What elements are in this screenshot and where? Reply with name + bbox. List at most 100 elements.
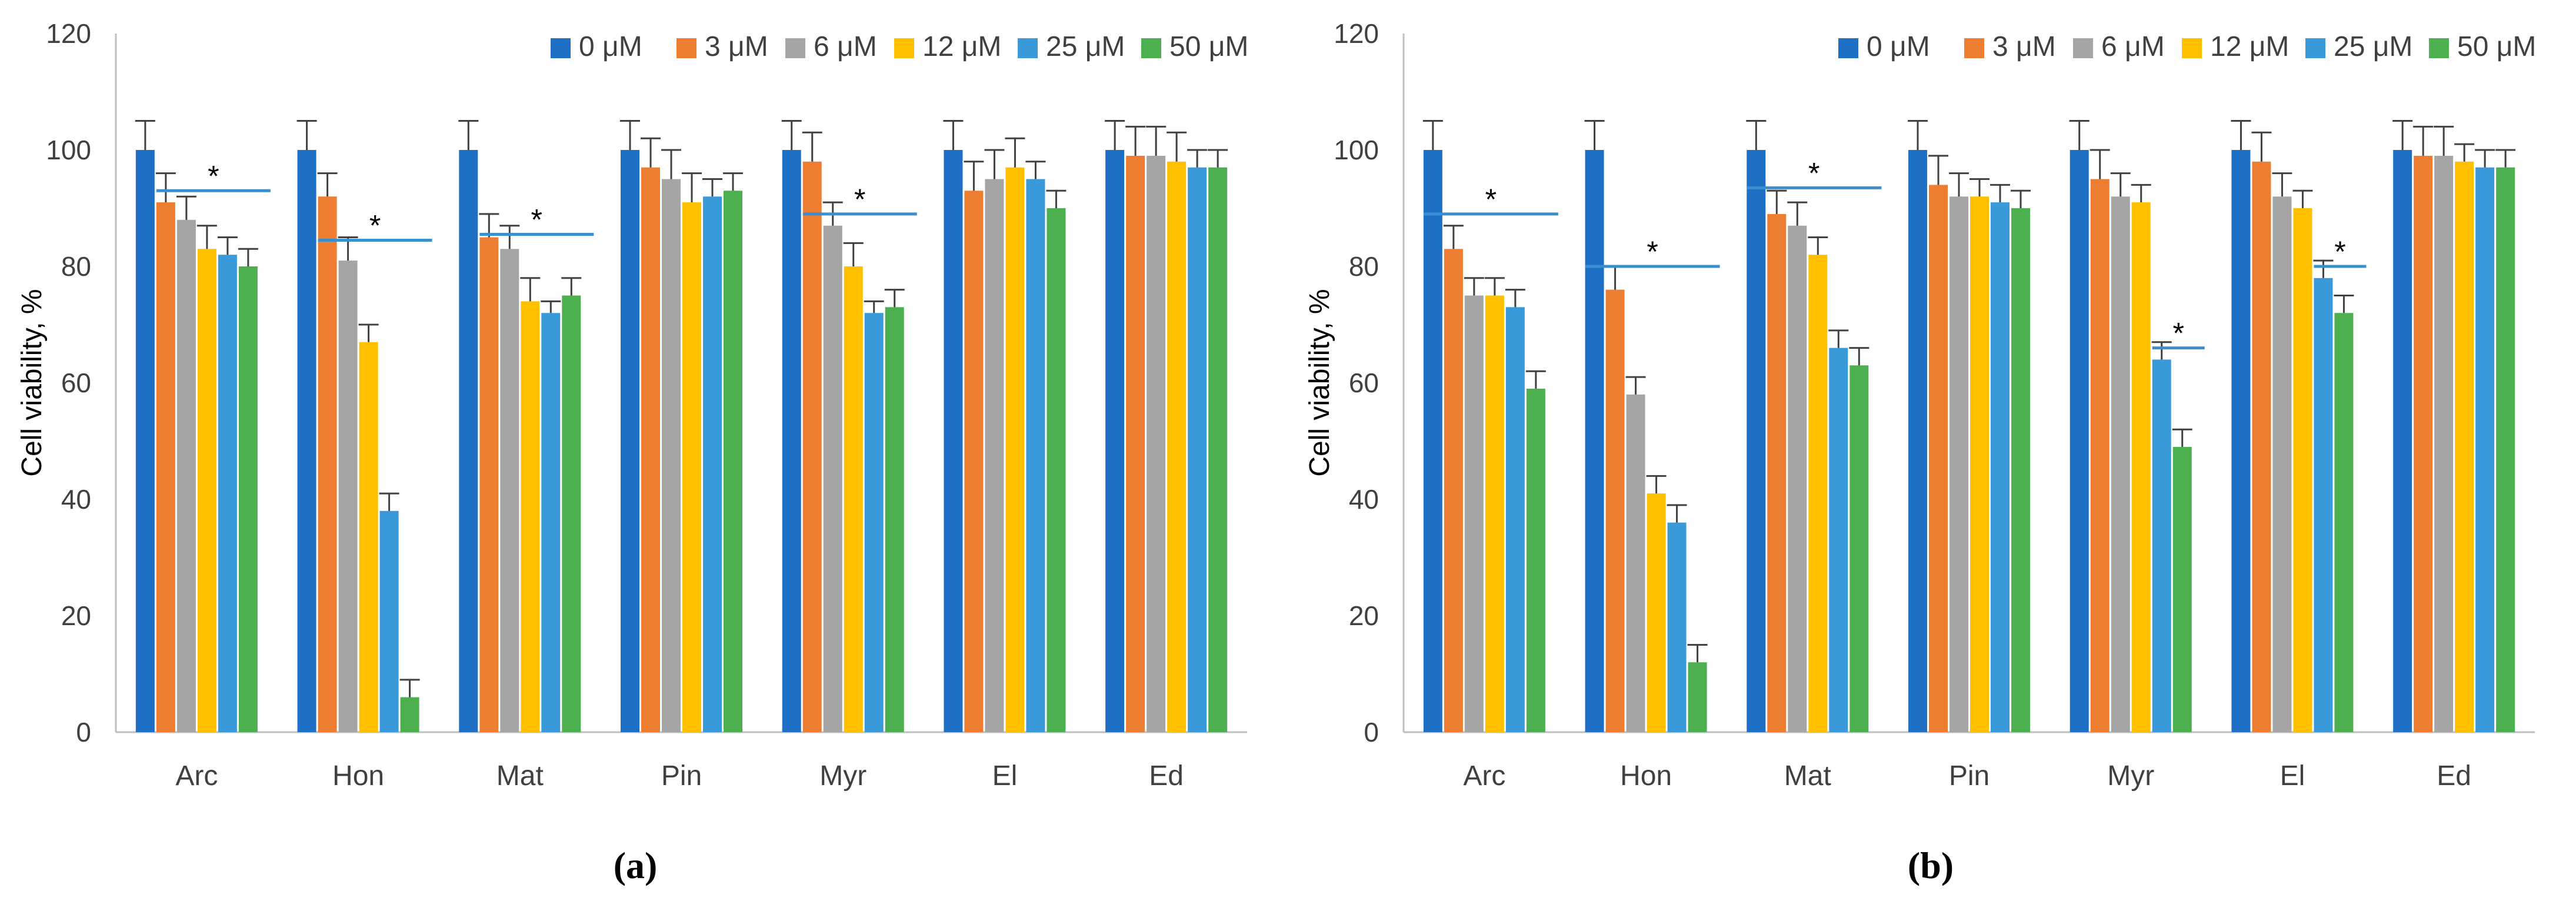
bar [238, 266, 258, 732]
bar [1047, 208, 1066, 732]
y-tick-label: 80 [61, 251, 91, 282]
y-axis-title: Cell viability, % [1304, 289, 1335, 476]
y-axis-title: Cell viability, % [16, 289, 48, 476]
bar [1026, 179, 1045, 732]
bar [459, 150, 478, 732]
legend-swatch [2182, 38, 2202, 58]
bar [541, 313, 561, 732]
significance-star: * [1808, 156, 1819, 189]
bar [1688, 662, 1707, 732]
bar [2455, 161, 2474, 732]
y-tick-label: 0 [1364, 717, 1379, 747]
legend-label: 50 μM [1169, 31, 1248, 62]
bar [2152, 359, 2171, 732]
y-tick-label: 60 [1349, 368, 1379, 398]
legend-swatch [1141, 38, 1161, 58]
legend-label: 12 μM [922, 31, 1001, 62]
significance-star: * [2172, 317, 2184, 350]
x-tick-label: Mat [1784, 760, 1831, 792]
bar [1464, 295, 1484, 732]
legend-swatch [551, 38, 571, 58]
legend-swatch [1018, 38, 1038, 58]
bar [2414, 155, 2433, 732]
bar [2293, 208, 2312, 732]
bar [885, 307, 904, 732]
bar [682, 202, 701, 733]
bar [1505, 307, 1525, 732]
significance-star: * [1647, 235, 1658, 268]
bar [1605, 289, 1625, 733]
bar [2070, 150, 2089, 732]
bar [2272, 196, 2292, 732]
significance-star: * [369, 209, 381, 242]
bar [2475, 167, 2495, 732]
bar [318, 196, 337, 732]
y-tick-label: 120 [1334, 18, 1379, 49]
legend-swatch [1964, 38, 1984, 58]
bar [641, 167, 660, 732]
bar [521, 301, 540, 732]
bar [1126, 155, 1145, 732]
bar [724, 191, 742, 732]
bar [2496, 167, 2515, 732]
legend-swatch [2429, 38, 2449, 58]
legend-swatch [2305, 38, 2325, 58]
x-tick-label: Hon [332, 760, 384, 792]
bar [1005, 167, 1025, 732]
x-tick-label: Arc [1463, 760, 1505, 792]
bar [2252, 161, 2271, 732]
bar [297, 150, 316, 732]
y-tick-label: 20 [1349, 600, 1379, 631]
legend-label: 6 μM [814, 31, 877, 62]
bar [1585, 150, 1604, 732]
bar [1991, 202, 2010, 733]
legend-label: 3 μM [1992, 31, 2056, 62]
bar [662, 179, 681, 732]
bar [1908, 150, 1927, 732]
bar [1147, 155, 1166, 732]
bar [1105, 150, 1125, 732]
bar [500, 249, 519, 732]
legend-label: 25 μM [2334, 31, 2412, 62]
legend-swatch [2073, 38, 2093, 58]
bar [1485, 295, 1504, 732]
bar [1950, 196, 1968, 732]
bar [338, 261, 358, 733]
y-tick-label: 0 [76, 717, 91, 747]
bar [562, 295, 581, 732]
bar [1167, 161, 1187, 732]
bar [944, 150, 963, 732]
bar [2011, 208, 2030, 732]
bar [2393, 150, 2412, 732]
bar [1667, 522, 1687, 732]
bar [844, 266, 863, 732]
y-tick-label: 40 [1349, 484, 1379, 515]
panel-label-b: (b) [1907, 844, 1954, 886]
legend-label: 12 μM [2210, 31, 2289, 62]
bar [1747, 150, 1766, 732]
bar [1626, 394, 1645, 732]
x-tick-label: Hon [1620, 760, 1672, 792]
legend-label: 6 μM [2101, 31, 2165, 62]
bar [823, 225, 842, 732]
legend-label: 3 μM [705, 31, 768, 62]
bar [1423, 150, 1442, 732]
bar [1849, 365, 1869, 732]
bar [135, 150, 155, 732]
bar [1647, 493, 1666, 732]
bar [802, 161, 822, 732]
bar [1808, 255, 1828, 732]
legend-swatch [1838, 38, 1858, 58]
x-tick-label: El [992, 760, 1018, 792]
bar [1444, 249, 1463, 732]
bar-chart-b: 0 20 40 60 80 100 120 Cell viability, % Arc Hon Ma… [1304, 18, 2536, 792]
panel-label-a: (a) [613, 844, 658, 886]
y-tick-label: 20 [61, 600, 91, 631]
significance-star: * [208, 159, 219, 192]
bar [1929, 185, 1948, 732]
bar [2131, 202, 2151, 733]
bar [479, 237, 499, 732]
bar [703, 196, 722, 732]
legend-label: 50 μM [2457, 31, 2536, 62]
x-tick-label: Pin [661, 760, 702, 792]
